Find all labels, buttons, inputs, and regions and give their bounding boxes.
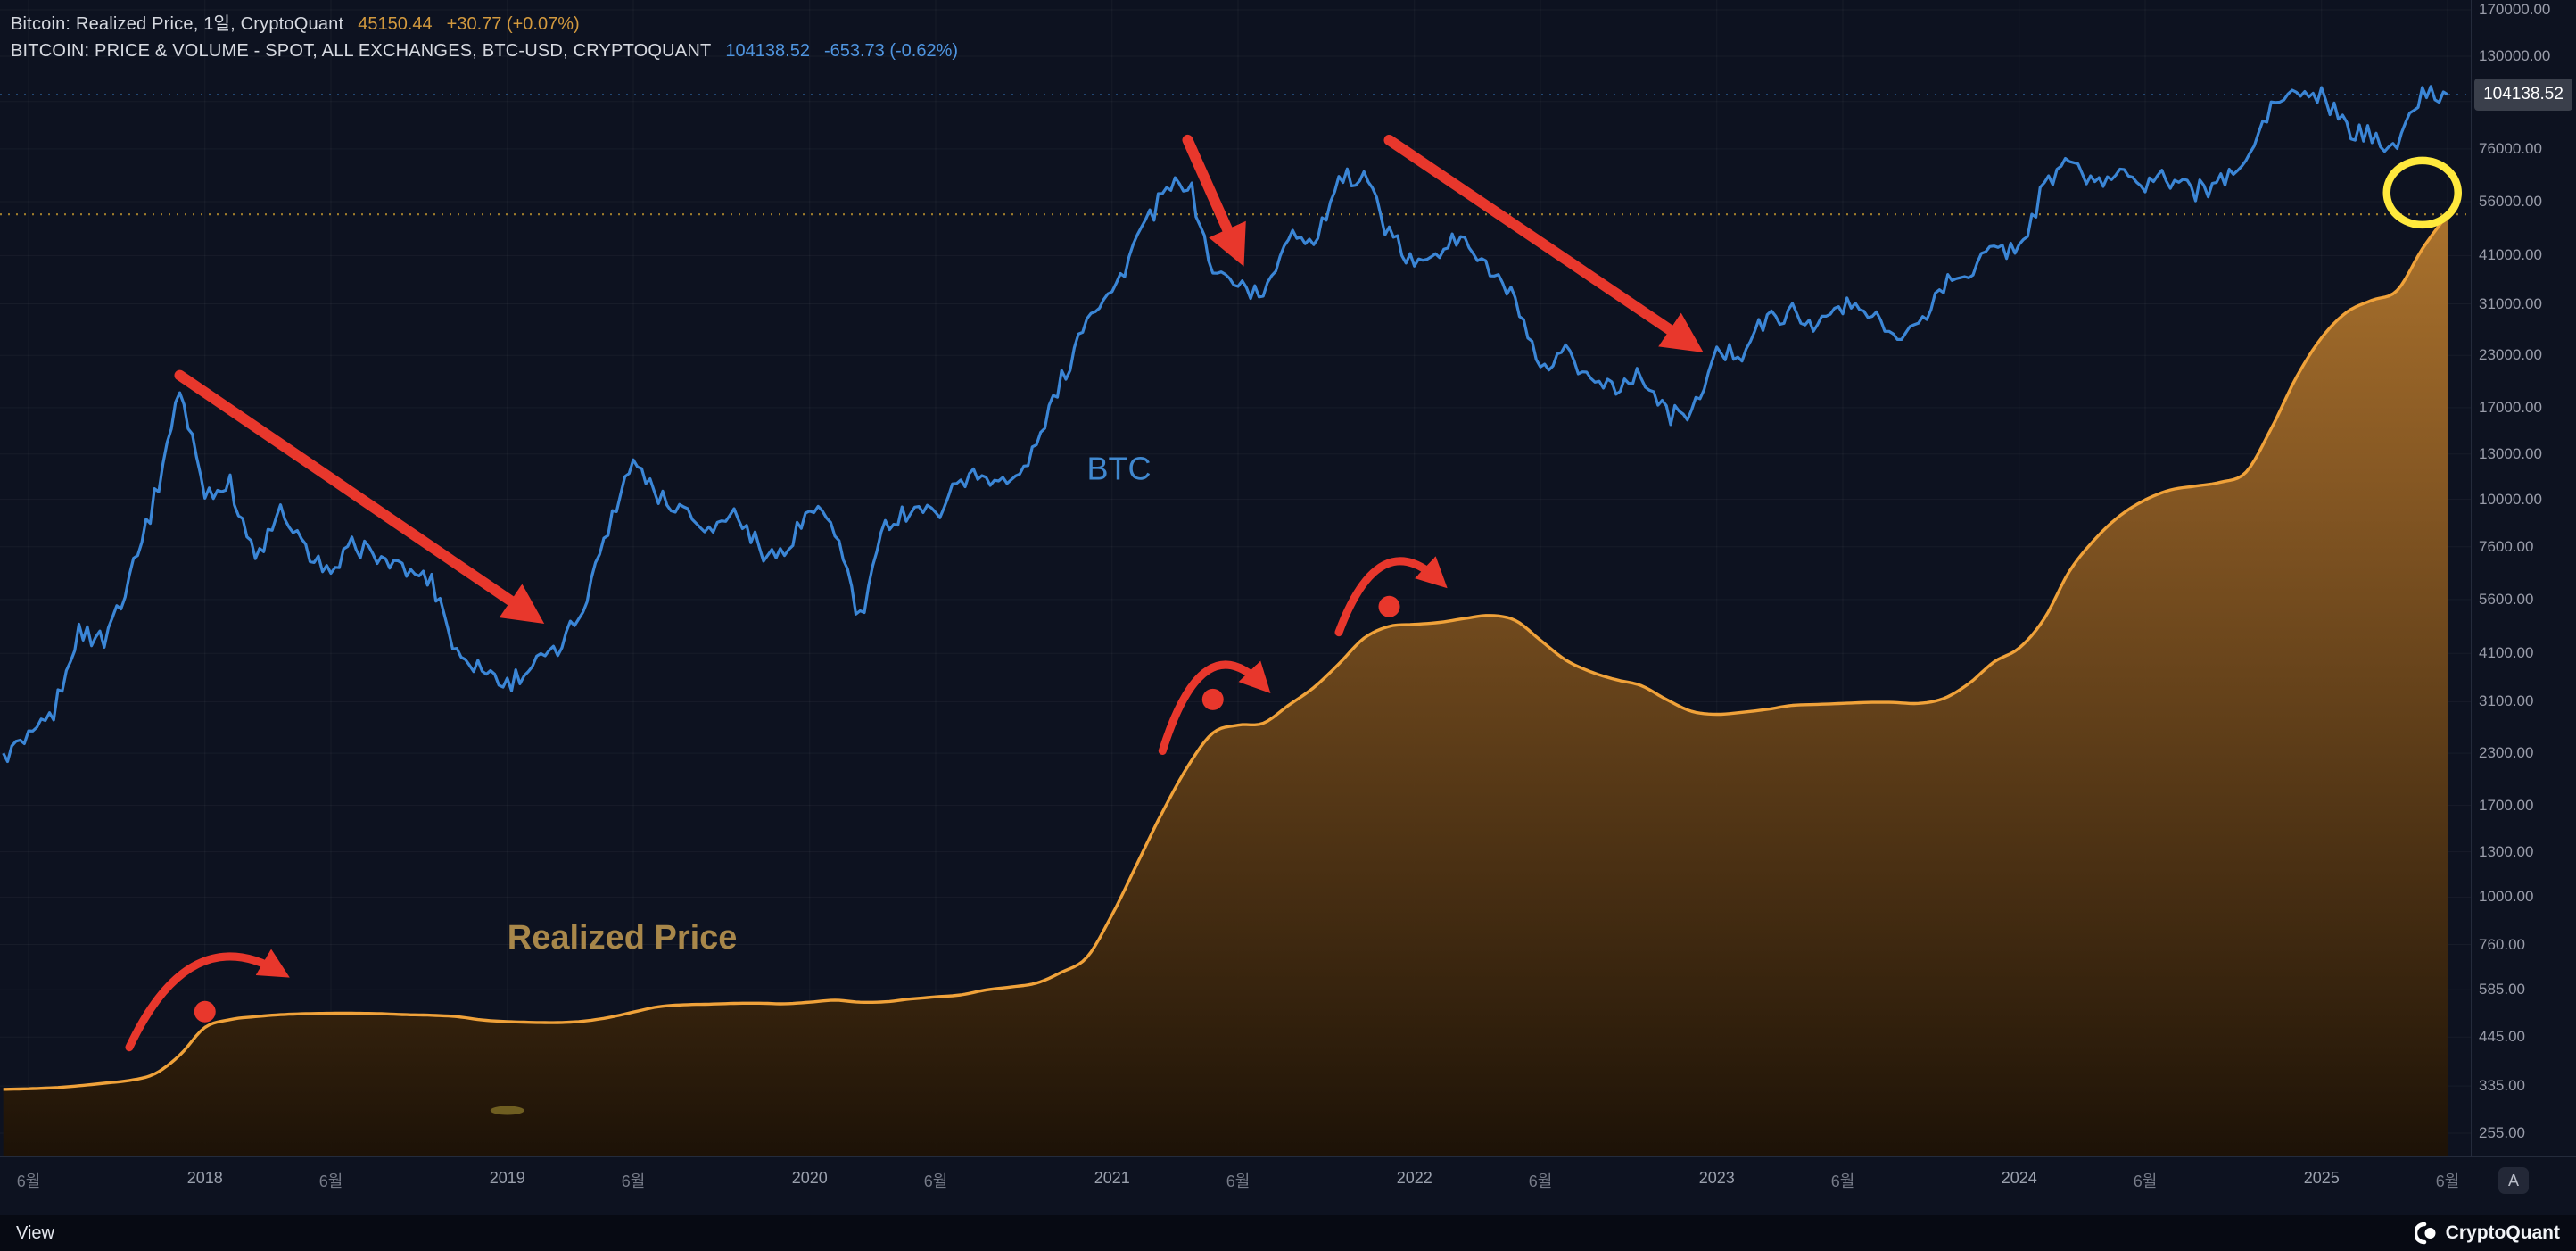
time-tick-label: 2019	[489, 1169, 525, 1187]
price-tick-label: 585.00	[2479, 981, 2525, 998]
red-dot-marker	[1201, 688, 1224, 710]
time-tick-label: 2018	[186, 1169, 223, 1187]
red-trend-arrow	[1182, 134, 1246, 267]
series-label-realized-price: Realized Price	[508, 919, 738, 957]
legend-realized-price: 45150.44	[358, 14, 433, 34]
legend-realized-title: Bitcoin: Realized Price, 1일, CryptoQuant	[11, 14, 344, 34]
legend-btc-title: BITCOIN: PRICE & VOLUME - SPOT, ALL EXCH…	[11, 41, 712, 61]
chart-canvas[interactable]: BTC Realized Price	[0, 0, 2471, 1156]
chart-plot-area[interactable]: BTC Realized Price Bitcoin: Realized Pric…	[0, 0, 2471, 1156]
price-tick-label: 1000.00	[2479, 888, 2534, 906]
last-price-badge: 104138.52	[2474, 78, 2572, 111]
yellow-highlight-circle	[2382, 156, 2462, 229]
series-label-btc: BTC	[1087, 451, 1152, 487]
small-olive-mark	[490, 1106, 524, 1115]
time-tick-label: 6월	[16, 1172, 41, 1190]
price-tick-label: 10000.00	[2479, 490, 2542, 508]
price-tick-label: 41000.00	[2479, 246, 2542, 264]
price-tick-label: 13000.00	[2479, 444, 2542, 462]
price-tick-label: 255.00	[2479, 1124, 2525, 1141]
legend-realized-change: +30.77 (+0.07%)	[446, 14, 580, 34]
price-tick-label: 1700.00	[2479, 796, 2534, 814]
time-tick-label: 6월	[2133, 1172, 2158, 1190]
time-tick-label: 6월	[1830, 1172, 1855, 1190]
time-tick-label: 2025	[2303, 1169, 2340, 1187]
time-tick-label: 2020	[791, 1169, 828, 1187]
price-tick-label: 31000.00	[2479, 294, 2542, 312]
legend-btc-price: 104138.52	[725, 41, 810, 61]
time-tick-label: 2022	[1396, 1169, 1432, 1187]
time-tick-label: 2021	[1094, 1169, 1130, 1187]
cryptoquant-brand-label: CryptoQuant	[2445, 1222, 2560, 1243]
price-tick-label: 445.00	[2479, 1028, 2525, 1046]
price-tick-label: 5600.00	[2479, 590, 2534, 608]
red-curved-arrow	[1158, 660, 1271, 755]
price-tick-label: 335.00	[2479, 1077, 2525, 1095]
price-axis[interactable]: 255.00 335.00 445.00 585.00 760.00 1000.00 130…	[2471, 0, 2576, 1156]
time-tick-label: 2024	[2001, 1169, 2037, 1187]
price-tick-label: 56000.00	[2479, 193, 2542, 210]
price-tick-label: 130000.00	[2479, 46, 2551, 64]
time-axis[interactable]: A 6월 2018 6월 2019 6월 2020 6월 2021 6월 2022 6월 2023 6월…	[0, 1156, 2576, 1216]
annotations-layer	[125, 134, 2462, 1115]
legend: Bitcoin: Realized Price, 1일, CryptoQuant…	[11, 9, 958, 68]
legend-row-btc-price[interactable]: BITCOIN: PRICE & VOLUME - SPOT, ALL EXCH…	[11, 41, 958, 62]
btc-line	[2, 85, 2448, 764]
time-tick-label: 6월	[1226, 1172, 1251, 1190]
time-tick-label: 2023	[1698, 1169, 1735, 1187]
auto-scale-button[interactable]: A	[2498, 1167, 2529, 1194]
cryptoquant-brand: CryptoQuant	[2414, 1222, 2560, 1245]
price-tick-label: 170000.00	[2479, 1, 2551, 18]
time-tick-label: 6월	[2435, 1172, 2460, 1190]
realized-price-area	[3, 214, 2448, 1156]
red-trend-arrow	[1383, 134, 1704, 353]
red-dot-marker	[1378, 595, 1400, 617]
realized-price-line	[3, 213, 2449, 1091]
red-curved-arrow	[125, 949, 290, 1052]
price-tick-label: 2300.00	[2479, 744, 2534, 762]
legend-btc-change: -653.73 (-0.62%)	[823, 41, 959, 61]
price-tick-label: 23000.00	[2479, 346, 2542, 364]
red-curved-arrow	[1334, 556, 1448, 637]
price-tick-label: 3100.00	[2479, 692, 2534, 710]
time-tick-label: 6월	[621, 1172, 646, 1190]
time-tick-label: 6월	[923, 1172, 948, 1190]
time-tick-label: 6월	[318, 1172, 343, 1190]
footer-bar: View CryptoQuant	[0, 1215, 2576, 1251]
time-tick-label: 6월	[1528, 1172, 1553, 1190]
price-tick-label: 76000.00	[2479, 139, 2542, 157]
price-tick-label: 17000.00	[2479, 398, 2542, 416]
legend-row-realized-price[interactable]: Bitcoin: Realized Price, 1일, CryptoQuant…	[11, 9, 958, 35]
price-tick-label: 760.00	[2479, 935, 2525, 953]
view-menu-item[interactable]: View	[16, 1222, 54, 1243]
price-tick-label: 4100.00	[2479, 644, 2534, 662]
price-tick-label: 1300.00	[2479, 842, 2534, 860]
red-trend-arrow	[174, 369, 545, 624]
price-tick-label: 7600.00	[2479, 537, 2534, 555]
red-dot-marker	[194, 1000, 216, 1023]
cryptoquant-logo-icon	[2414, 1222, 2436, 1245]
